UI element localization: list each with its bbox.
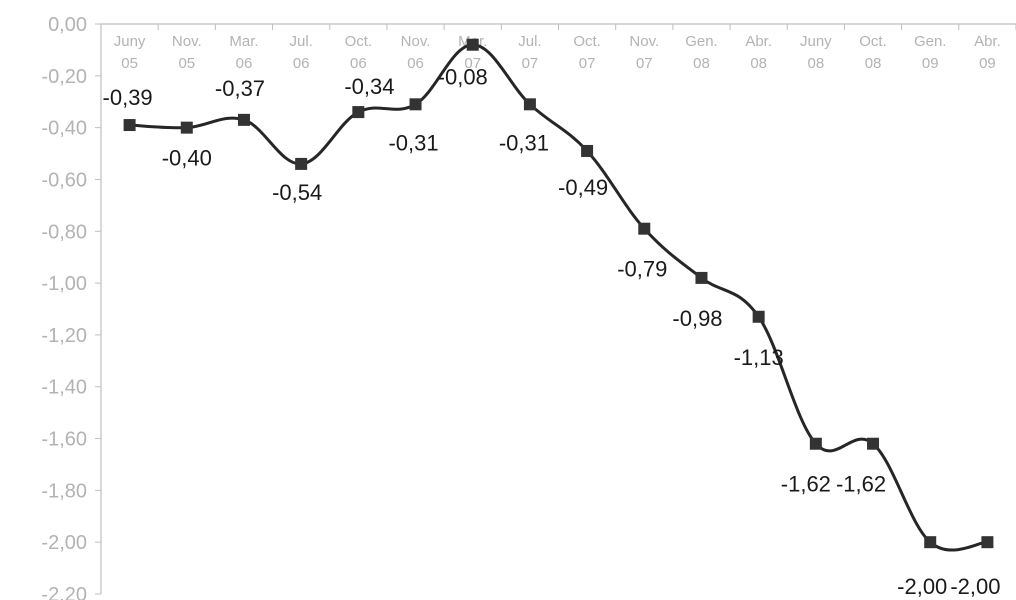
data-point-marker xyxy=(581,144,594,157)
x-tick-label: Juny 08 xyxy=(800,33,832,72)
y-tick-label: -1,00 xyxy=(41,273,87,295)
y-tick-label: -1,60 xyxy=(41,429,87,451)
data-point-marker xyxy=(752,310,765,323)
data-point-marker xyxy=(924,536,937,549)
data-point-marker xyxy=(809,437,822,450)
x-tick-label: Nov. 05 xyxy=(172,33,202,72)
y-axis: 0,00 -0,20 -0,40 -0,60 -0,80 -1,00 -1,20 -1,40 -… xyxy=(41,14,102,600)
data-label: -1,62 xyxy=(836,472,886,497)
data-point-marker xyxy=(123,119,136,132)
x-tick-label: Oct. 07 xyxy=(573,33,601,72)
data-label: -0,79 xyxy=(617,257,667,282)
data-label: -1,13 xyxy=(734,345,784,370)
data-point-marker xyxy=(981,536,994,549)
y-tick-label: -0,80 xyxy=(41,221,87,243)
data-point-marker xyxy=(180,121,193,134)
data-label: -0,39 xyxy=(103,85,153,110)
y-tick-label: -1,20 xyxy=(41,325,87,347)
x-tick-label: Oct. 06 xyxy=(345,33,373,72)
y-tick-label: -2,00 xyxy=(41,532,87,554)
data-labels: -0,39 -0,40 -0,37 -0,54 -0,34 -0,31 -0,08 -0,31… xyxy=(103,65,1001,599)
y-tick-label: -1,80 xyxy=(41,480,87,502)
data-label: -0,34 xyxy=(344,74,394,99)
data-markers xyxy=(123,38,994,549)
data-label: -0,49 xyxy=(558,175,608,200)
y-tick-label: -2,20 xyxy=(41,584,87,600)
data-label: -0,54 xyxy=(272,180,322,205)
data-point-marker xyxy=(638,222,651,235)
data-point-marker xyxy=(295,157,308,170)
data-label: -1,62 xyxy=(781,472,831,497)
x-axis: Juny05Nov.05Mar.06Jul.06Oct.06Nov.06Mar.… xyxy=(100,23,1016,72)
x-tick-label: Abr. 08 xyxy=(745,33,772,72)
data-label: -0,40 xyxy=(162,146,212,171)
data-point-marker xyxy=(237,113,250,126)
x-tick-label: Abr. 09 xyxy=(974,33,1001,72)
data-point-marker xyxy=(523,98,536,111)
x-tick-label: Jul. 06 xyxy=(289,33,312,72)
data-point-marker xyxy=(695,271,708,284)
series-line xyxy=(129,43,988,552)
x-tick-label: Mar. 06 xyxy=(229,33,258,72)
series-line-group xyxy=(129,43,988,552)
y-tick-label: -0,40 xyxy=(41,118,87,140)
data-label: -0,08 xyxy=(438,65,488,90)
x-tick-label: Nov. 07 xyxy=(629,33,659,72)
y-tick-label: 0,00 xyxy=(48,14,87,36)
x-tick-label: Oct. 08 xyxy=(859,33,887,72)
data-label: -0,31 xyxy=(499,130,549,155)
data-label: -0,98 xyxy=(672,306,722,331)
data-label: -2,00 xyxy=(950,574,1000,599)
x-tick-label: Gen. 08 xyxy=(685,33,718,72)
data-label: -2,00 xyxy=(897,574,947,599)
x-tick-label: Jul. 07 xyxy=(518,33,541,72)
data-point-marker xyxy=(352,106,365,119)
y-tick-label: -0,20 xyxy=(41,66,87,88)
x-tick-label: Juny 05 xyxy=(114,33,146,72)
data-point-marker xyxy=(466,38,479,51)
y-tick-label: -1,40 xyxy=(41,377,87,399)
data-point-marker xyxy=(409,98,422,111)
data-label: -0,31 xyxy=(388,130,438,155)
x-tick-label: Gen. 09 xyxy=(914,33,947,72)
data-point-marker xyxy=(867,437,880,450)
x-tick-label: Nov. 06 xyxy=(401,33,431,72)
data-label: -0,37 xyxy=(215,76,265,101)
y-tick-label: -0,60 xyxy=(41,169,87,191)
